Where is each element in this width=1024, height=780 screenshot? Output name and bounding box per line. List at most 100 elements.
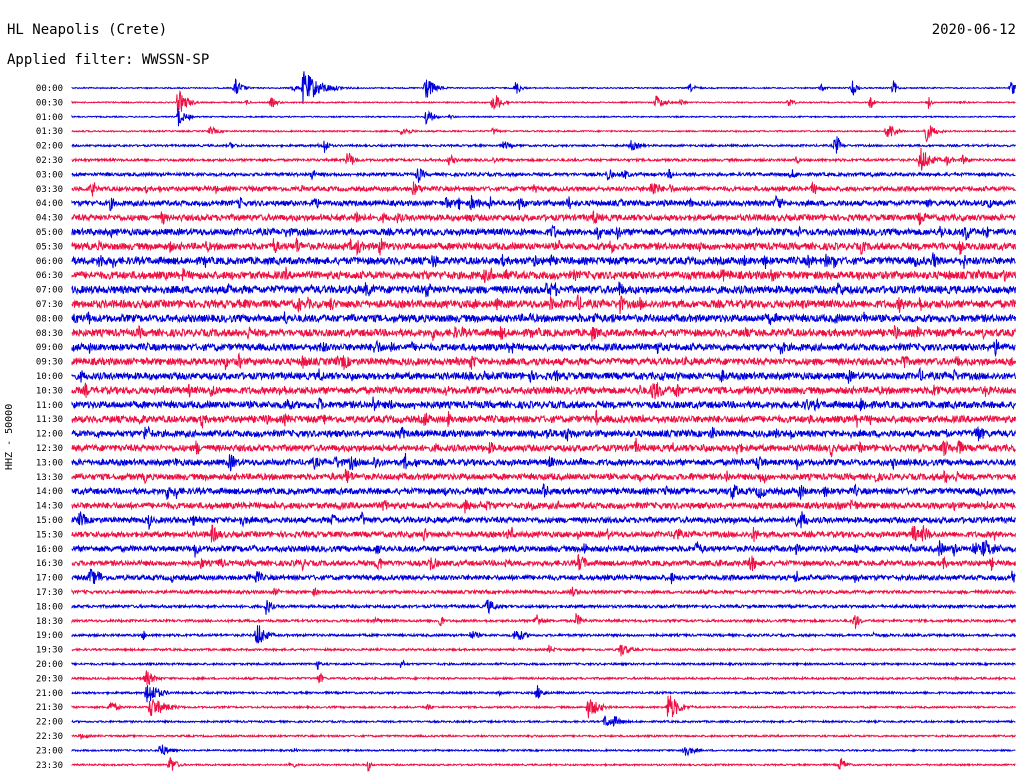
row-label-1200: 12:00 xyxy=(36,430,63,440)
row-label-0000: 00:00 xyxy=(36,84,63,94)
trace-row-1030 xyxy=(71,382,1016,400)
trace-row-1900 xyxy=(71,625,1016,644)
trace-row-1500 xyxy=(71,511,1016,530)
row-label-0700: 07:00 xyxy=(36,286,63,296)
trace-row-0830 xyxy=(71,324,1016,342)
row-label-2330: 23:30 xyxy=(36,761,63,771)
row-label-2130: 21:30 xyxy=(36,703,63,713)
trace-row-2000 xyxy=(71,659,1016,671)
trace-row-0200 xyxy=(71,136,1016,154)
row-label-1930: 19:30 xyxy=(36,646,63,656)
row-label-0330: 03:30 xyxy=(36,185,63,195)
trace-row-1530 xyxy=(71,524,1016,543)
row-time-labels: 00:00 00:30 01:00 01:30 02:00 02:30 03:00 03:30… xyxy=(36,84,63,771)
row-label-1630: 16:30 xyxy=(36,559,63,569)
row-label-1400: 14:00 xyxy=(36,487,63,497)
row-label-0200: 02:00 xyxy=(36,142,63,152)
row-label-0500: 05:00 xyxy=(36,228,63,238)
trace-row-0630 xyxy=(71,266,1016,284)
trace-row-0000 xyxy=(71,71,1016,104)
row-label-2230: 22:30 xyxy=(36,732,63,742)
row-label-2000: 20:00 xyxy=(36,660,63,670)
row-label-2200: 22:00 xyxy=(36,718,63,728)
trace-row-0030 xyxy=(71,89,1016,113)
trace-row-1800 xyxy=(71,599,1016,615)
trace-row-1430 xyxy=(71,498,1016,514)
trace-row-0100 xyxy=(71,108,1016,127)
row-label-1830: 18:30 xyxy=(36,617,63,627)
row-label-0030: 00:30 xyxy=(36,98,63,108)
trace-row-1700 xyxy=(71,568,1016,585)
filter-label: Applied filter: WWSSN-SP xyxy=(7,52,210,68)
row-label-1800: 18:00 xyxy=(36,602,63,612)
seismic-traces xyxy=(71,71,1016,772)
trace-row-0730 xyxy=(71,294,1016,315)
trace-row-0600 xyxy=(71,252,1016,270)
trace-row-2130 xyxy=(71,695,1016,719)
trace-row-2100 xyxy=(71,685,1016,703)
row-label-0630: 06:30 xyxy=(36,271,63,281)
trace-row-0230 xyxy=(71,147,1016,171)
trace-row-1400 xyxy=(71,483,1016,500)
row-label-1130: 11:30 xyxy=(36,415,63,425)
trace-row-0700 xyxy=(71,281,1016,298)
trace-row-1300 xyxy=(71,452,1016,472)
trace-row-1830 xyxy=(71,613,1016,629)
trace-row-0900 xyxy=(71,339,1016,358)
row-label-2030: 20:30 xyxy=(36,674,63,684)
row-label-1330: 13:30 xyxy=(36,473,63,483)
trace-row-1000 xyxy=(71,366,1016,384)
trace-row-1630 xyxy=(71,554,1016,572)
row-label-1100: 11:00 xyxy=(36,401,63,411)
row-label-1500: 15:00 xyxy=(36,516,63,526)
row-label-0730: 07:30 xyxy=(36,300,63,310)
trace-row-0500 xyxy=(71,224,1016,241)
trace-row-2200 xyxy=(71,715,1016,728)
row-label-1030: 10:30 xyxy=(36,386,63,396)
row-label-1600: 16:00 xyxy=(36,545,63,555)
row-label-2100: 21:00 xyxy=(36,689,63,699)
trace-row-0130 xyxy=(71,125,1016,142)
trace-row-2300 xyxy=(71,744,1016,757)
trace-row-0430 xyxy=(71,210,1016,226)
row-label-0130: 01:30 xyxy=(36,127,63,137)
row-label-1300: 13:00 xyxy=(36,458,63,468)
trace-row-0400 xyxy=(71,194,1016,212)
row-label-0300: 03:00 xyxy=(36,170,63,180)
row-label-1900: 19:00 xyxy=(36,631,63,641)
row-label-0100: 01:00 xyxy=(36,113,63,123)
trace-row-1100 xyxy=(71,396,1016,412)
trace-row-0330 xyxy=(71,180,1016,197)
row-label-0800: 08:00 xyxy=(36,314,63,324)
trace-row-0530 xyxy=(71,237,1016,256)
row-label-2300: 23:00 xyxy=(36,746,63,756)
trace-row-1230 xyxy=(71,437,1016,458)
row-label-0830: 08:30 xyxy=(36,329,63,339)
row-label-0600: 06:00 xyxy=(36,257,63,267)
trace-row-0930 xyxy=(71,352,1016,371)
row-label-1230: 12:30 xyxy=(36,444,63,454)
trace-row-1330 xyxy=(71,468,1016,485)
trace-row-1930 xyxy=(71,644,1016,657)
row-label-1700: 17:00 xyxy=(36,574,63,584)
record-date: 2020-06-12 xyxy=(931,22,1016,38)
station-title: HL Neapolis (Crete) xyxy=(7,22,168,38)
trace-row-1200 xyxy=(71,425,1016,442)
row-label-1730: 17:30 xyxy=(36,588,63,598)
trace-row-0800 xyxy=(71,311,1016,326)
trace-row-2030 xyxy=(71,670,1016,686)
trace-row-2330 xyxy=(71,757,1016,772)
row-label-0900: 09:00 xyxy=(36,343,63,353)
row-label-0230: 02:30 xyxy=(36,156,63,166)
trace-row-1600 xyxy=(71,539,1016,558)
row-label-0400: 04:00 xyxy=(36,199,63,209)
row-label-0930: 09:30 xyxy=(36,358,63,368)
row-label-1430: 14:30 xyxy=(36,502,63,512)
row-label-1000: 10:00 xyxy=(36,372,63,382)
row-label-0430: 04:30 xyxy=(36,214,63,224)
row-label-0530: 05:30 xyxy=(36,242,63,252)
trace-row-1130 xyxy=(71,409,1016,429)
trace-row-2230 xyxy=(71,733,1016,740)
trace-row-0300 xyxy=(71,168,1016,183)
